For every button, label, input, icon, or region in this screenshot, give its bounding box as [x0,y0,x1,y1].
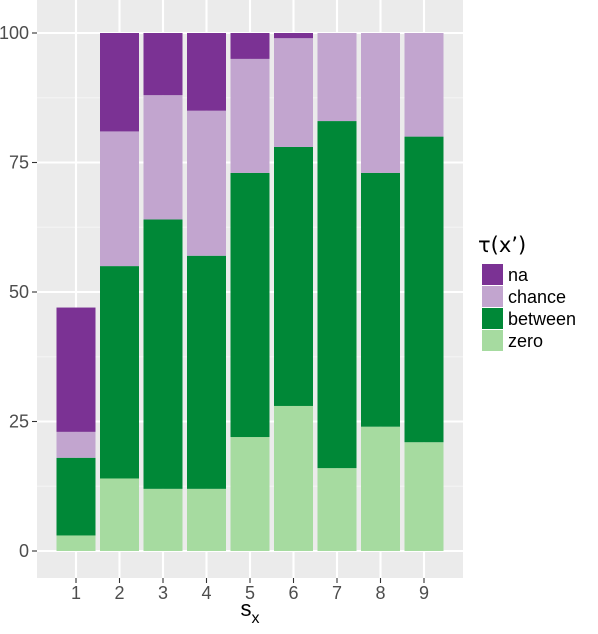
legend-key-zero [482,330,503,351]
bar-between-7 [317,121,357,469]
bar-zero-9 [404,442,444,551]
bar-between-8 [361,172,400,427]
bar-zero-5 [230,437,270,551]
bar-na-5 [230,33,270,59]
bar-chance-2 [100,131,139,267]
bar-chance-6 [274,38,313,147]
bar-na-4 [187,33,226,111]
y-tick-label: 25 [9,412,29,432]
x-tick-label: 6 [288,583,298,603]
y-tick-label: 100 [0,23,29,43]
x-tick-label: 1 [71,583,81,603]
x-tick-label: 7 [332,583,342,603]
y-axis: 0 25 50 75 100 [0,23,37,561]
x-tick-label: 2 [114,583,124,603]
bar-na-2 [100,33,139,132]
bar-between-1 [56,457,96,536]
bar-zero-7 [317,468,357,551]
bar-chance-1 [56,431,96,458]
legend-key-chance [482,286,503,307]
bar-between-2 [100,266,139,479]
x-tick-label: 5 [245,583,255,603]
legend-key-between [482,308,503,329]
bar-zero-6 [274,405,313,551]
bar-chance-5 [230,58,270,173]
x-axis: 1 2 3 4 5 6 7 8 9 [71,578,429,603]
bar-chance-7 [317,33,357,122]
x-tick-label: 9 [419,583,429,603]
bar-chance-9 [404,33,444,137]
bar-zero-4 [187,488,226,551]
bar-zero-1 [56,535,96,551]
bar-between-3 [143,219,183,489]
x-tick-label: 8 [375,583,385,603]
bar-between-9 [404,136,444,443]
bar-na-6 [274,33,313,39]
bar-chance-4 [187,110,226,256]
x-axis-title: sx [241,596,260,627]
y-tick-label: 75 [9,153,29,173]
bars [56,33,444,551]
x-tick-label: 4 [201,583,211,603]
bar-zero-3 [143,488,183,551]
y-tick-label: 50 [9,282,29,302]
bar-na-3 [143,33,183,96]
bar-between-6 [274,146,313,406]
legend-key-na [482,264,503,285]
bar-chance-8 [361,33,400,173]
x-tick-label: 3 [158,583,168,603]
legend-label-na: na [508,265,529,285]
bar-zero-8 [361,426,400,551]
bar-between-5 [230,172,270,438]
legend-label-zero: zero [508,331,543,351]
legend-title: τ(x’) [478,233,526,257]
bar-na-1 [56,307,96,432]
legend-label-between: between [508,309,576,329]
bar-zero-2 [100,478,139,551]
y-tick-label: 0 [19,541,29,561]
bar-chance-3 [143,95,183,220]
bar-between-4 [187,255,226,489]
legend-label-chance: chance [508,287,566,307]
